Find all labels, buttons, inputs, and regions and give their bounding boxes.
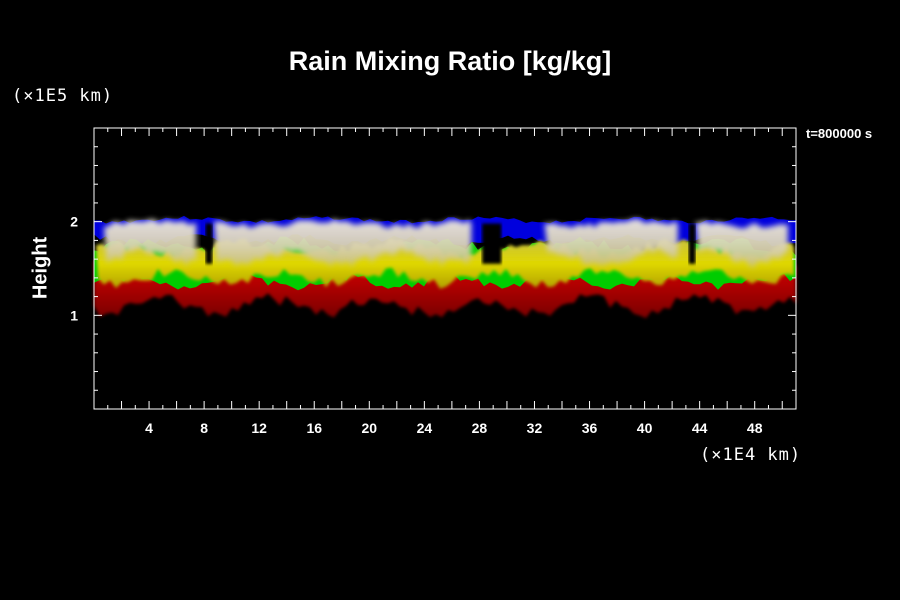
cloud-cell: [544, 218, 678, 266]
cloud-cell: [695, 220, 788, 269]
cloud-cell: [214, 219, 472, 267]
x-tick-label: 36: [582, 420, 598, 436]
x-tick-label: 20: [362, 420, 378, 436]
x-tick-label: 28: [472, 420, 488, 436]
y-tick-label: 2: [70, 214, 78, 230]
x-tick-label: 48: [747, 420, 763, 436]
cloud-cell: [104, 219, 197, 267]
x-tick-label: 40: [637, 420, 653, 436]
chart-title: Rain Mixing Ratio [kg/kg]: [288, 46, 612, 76]
y-tick-label: 1: [70, 307, 78, 323]
x-tick-label: 24: [417, 420, 433, 436]
time-stamp: t=800000 s: [806, 126, 873, 141]
x-tick-label: 4: [145, 420, 153, 436]
x-axis-unit: (×1E4 km): [700, 445, 802, 465]
plot-frame: [93, 127, 797, 410]
y-axis-unit: (×1E5 km): [12, 86, 114, 106]
rain-field: [94, 215, 796, 319]
x-tick-label: 32: [527, 420, 543, 436]
x-tick-label: 12: [251, 420, 267, 436]
x-tick-label: 16: [306, 420, 322, 436]
cell-gap: [205, 223, 213, 264]
cell-gap: [688, 223, 696, 264]
cell-gap: [482, 223, 502, 264]
x-tick-label: 8: [200, 420, 208, 436]
x-tick-label: 44: [692, 420, 708, 436]
